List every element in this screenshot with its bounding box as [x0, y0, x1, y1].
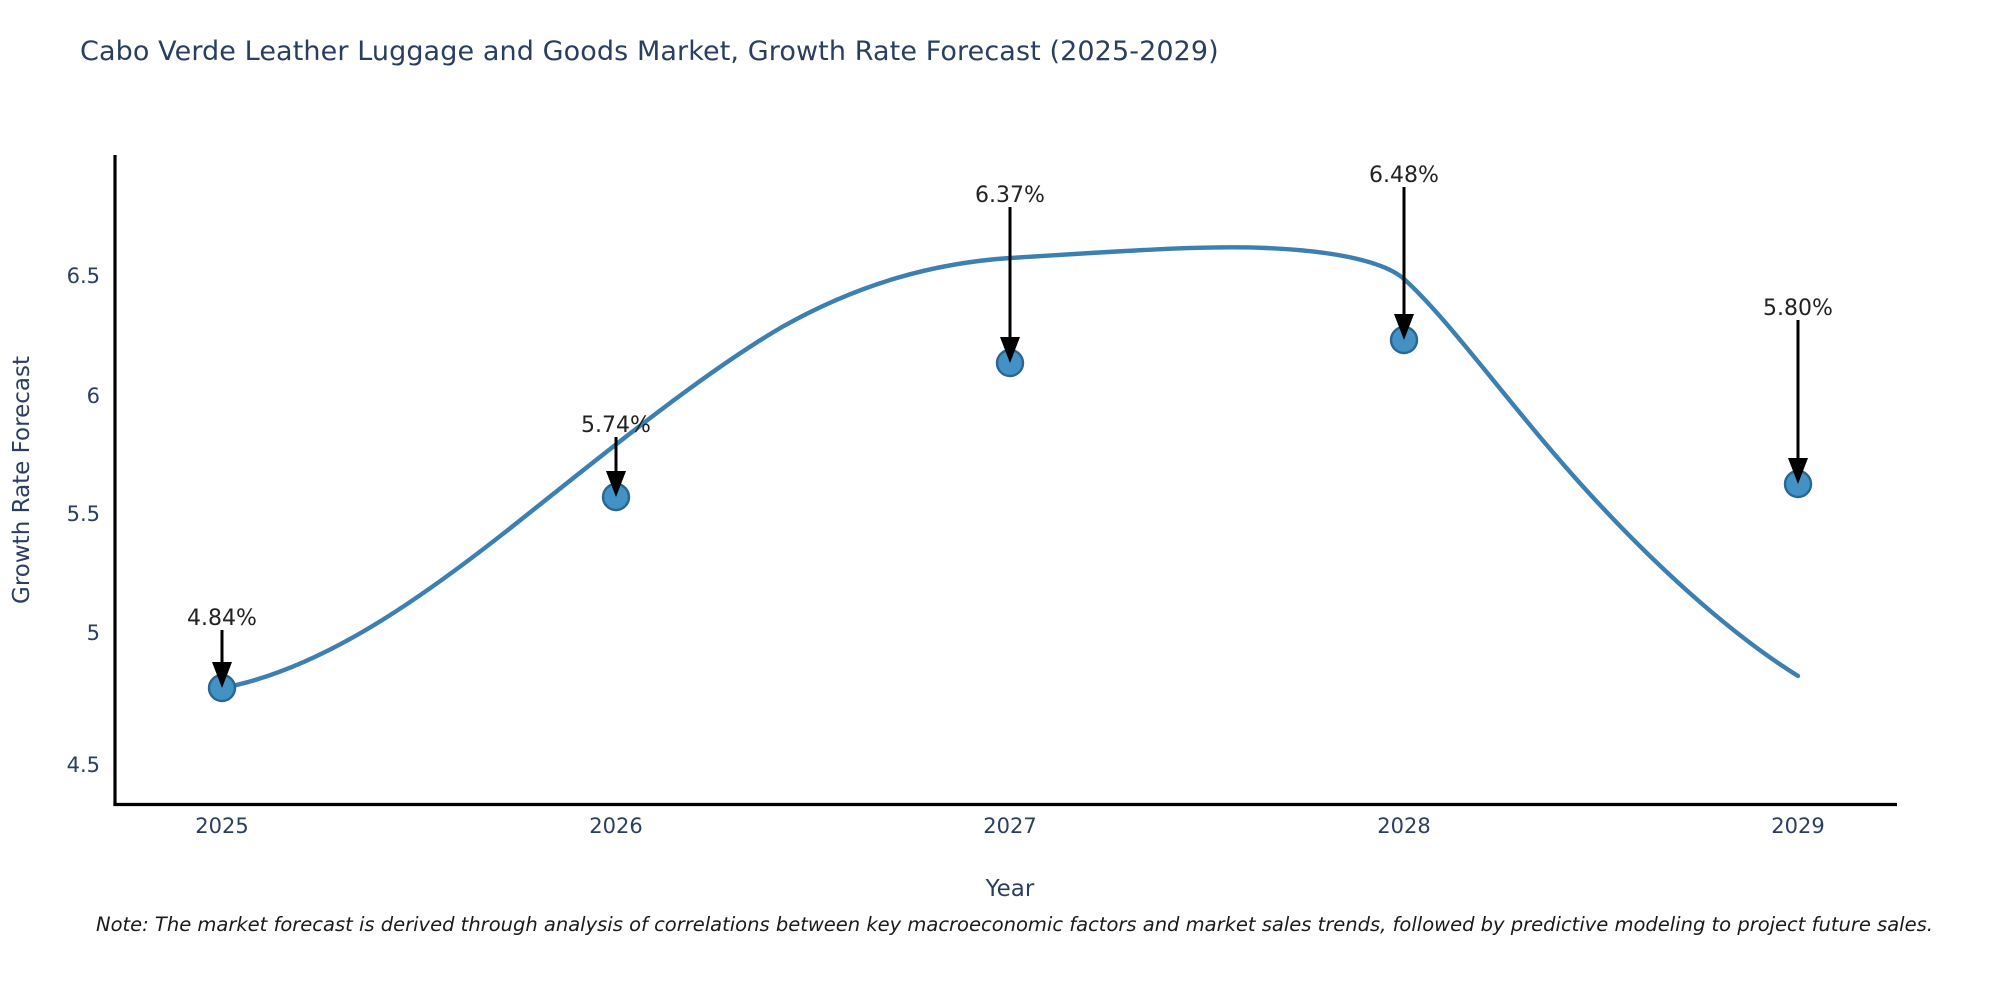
- x-tick-label: 2029: [1771, 814, 1824, 838]
- chart-title: Cabo Verde Leather Luggage and Goods Mar…: [80, 36, 1219, 67]
- annotation-arrow: [212, 630, 232, 688]
- x-tick-label: 2026: [589, 814, 642, 838]
- annotation-arrow: [1788, 320, 1808, 484]
- y-tick-label: 6.5: [67, 264, 100, 288]
- data-point-label: 4.84%: [187, 606, 257, 631]
- y-tick-label: 5: [87, 621, 100, 645]
- y-axis-title: Growth Rate Forecast: [9, 356, 35, 604]
- annotation-arrow: [1000, 207, 1020, 363]
- data-point-label: 6.37%: [975, 183, 1045, 208]
- y-tick-label: 6: [87, 384, 100, 408]
- data-point-label: 6.48%: [1369, 163, 1439, 188]
- y-tick-label: 4.5: [67, 753, 100, 777]
- x-tick-label: 2025: [195, 814, 248, 838]
- annotation-arrow: [1394, 187, 1414, 340]
- annotation-arrow: [606, 437, 626, 497]
- x-tick-label: 2027: [983, 814, 1036, 838]
- y-tick-label: 5.5: [67, 502, 100, 526]
- chart-footnote: Note: The market forecast is derived thr…: [96, 913, 1933, 936]
- x-axis-title: Year: [985, 876, 1035, 902]
- data-point-label: 5.74%: [581, 413, 651, 438]
- series-line-growth-rate-forecast: [219, 245, 1801, 691]
- x-tick-label: 2028: [1377, 814, 1430, 838]
- data-point-label: 5.80%: [1763, 296, 1833, 321]
